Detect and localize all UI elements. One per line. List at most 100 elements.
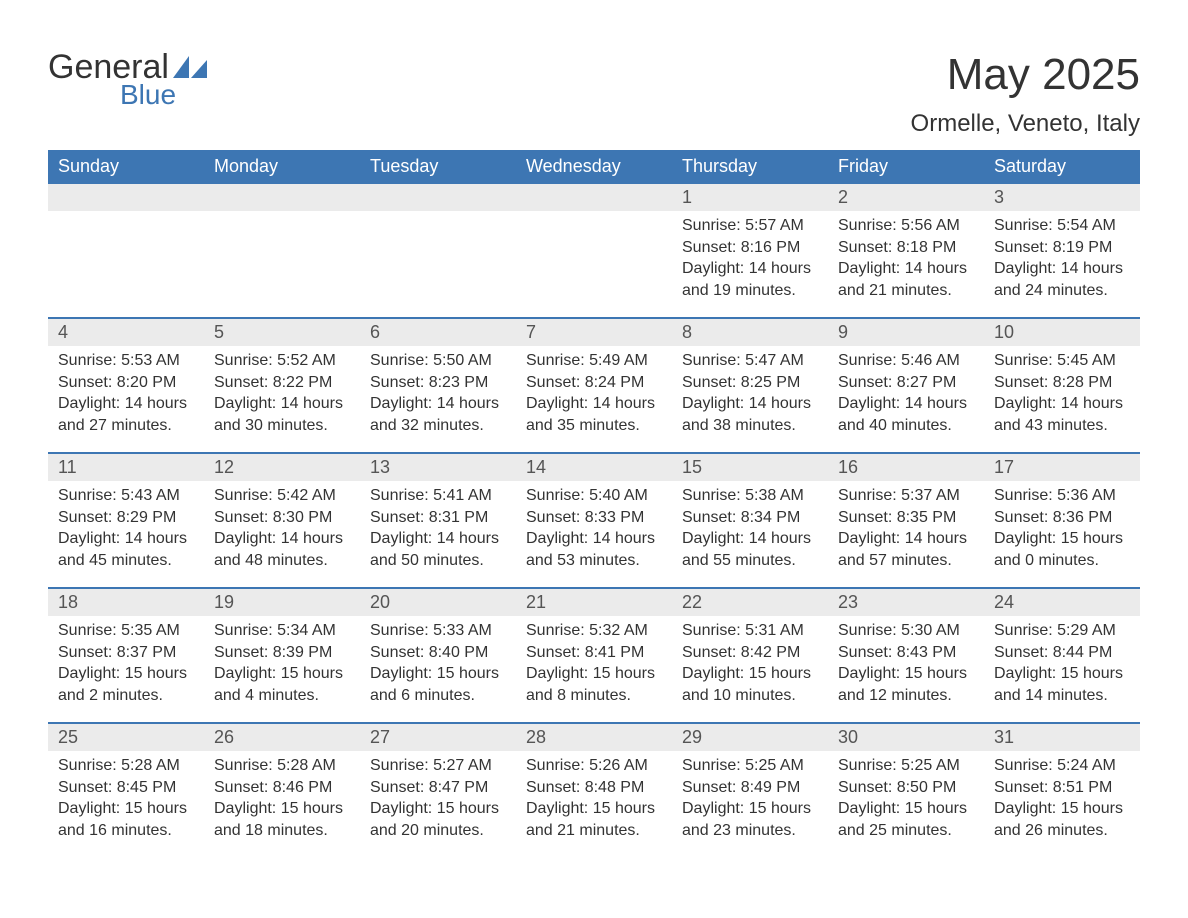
- daylight-line1: Daylight: 14 hours: [838, 528, 976, 550]
- day-number: 31: [984, 724, 1140, 751]
- sunset-text: Sunset: 8:31 PM: [370, 507, 508, 529]
- day-cell: Sunrise: 5:29 AMSunset: 8:44 PMDaylight:…: [984, 616, 1140, 722]
- day-number: [360, 184, 516, 211]
- daynum-row: 25262728293031: [48, 724, 1140, 751]
- daylight-line1: Daylight: 14 hours: [994, 393, 1132, 415]
- day-cell: [48, 211, 204, 317]
- logo-text-block: General Blue: [48, 50, 213, 111]
- daylight-line2: and 8 minutes.: [526, 685, 664, 707]
- daylight-line2: and 53 minutes.: [526, 550, 664, 572]
- week-row: 45678910Sunrise: 5:53 AMSunset: 8:20 PMD…: [48, 317, 1140, 452]
- daylight-line2: and 21 minutes.: [838, 280, 976, 302]
- sunset-text: Sunset: 8:42 PM: [682, 642, 820, 664]
- daylight-line1: Daylight: 15 hours: [838, 798, 976, 820]
- daylight-line2: and 2 minutes.: [58, 685, 196, 707]
- day-number: 18: [48, 589, 204, 616]
- daylight-line2: and 23 minutes.: [682, 820, 820, 842]
- day-number: 16: [828, 454, 984, 481]
- daylight-line2: and 0 minutes.: [994, 550, 1132, 572]
- day-cell: Sunrise: 5:31 AMSunset: 8:42 PMDaylight:…: [672, 616, 828, 722]
- sunrise-text: Sunrise: 5:43 AM: [58, 485, 196, 507]
- sunrise-text: Sunrise: 5:29 AM: [994, 620, 1132, 642]
- sunrise-text: Sunrise: 5:50 AM: [370, 350, 508, 372]
- day-number: 6: [360, 319, 516, 346]
- month-title: May 2025: [911, 50, 1140, 100]
- daylight-line1: Daylight: 14 hours: [682, 393, 820, 415]
- day-number: [204, 184, 360, 211]
- daylight-line2: and 50 minutes.: [370, 550, 508, 572]
- day-number: 28: [516, 724, 672, 751]
- sunset-text: Sunset: 8:29 PM: [58, 507, 196, 529]
- day-number: 19: [204, 589, 360, 616]
- weekday-wednesday: Wednesday: [516, 150, 672, 184]
- daylight-line2: and 14 minutes.: [994, 685, 1132, 707]
- day-cell: [204, 211, 360, 317]
- daynum-row: 123: [48, 184, 1140, 211]
- sunset-text: Sunset: 8:51 PM: [994, 777, 1132, 799]
- daylight-line2: and 40 minutes.: [838, 415, 976, 437]
- daylight-line2: and 18 minutes.: [214, 820, 352, 842]
- sunrise-text: Sunrise: 5:27 AM: [370, 755, 508, 777]
- day-number: 3: [984, 184, 1140, 211]
- daycontent-row: Sunrise: 5:43 AMSunset: 8:29 PMDaylight:…: [48, 481, 1140, 587]
- daylight-line2: and 12 minutes.: [838, 685, 976, 707]
- weekday-sunday: Sunday: [48, 150, 204, 184]
- sunrise-text: Sunrise: 5:37 AM: [838, 485, 976, 507]
- day-cell: [360, 211, 516, 317]
- sunrise-text: Sunrise: 5:28 AM: [214, 755, 352, 777]
- weekday-saturday: Saturday: [984, 150, 1140, 184]
- daylight-line1: Daylight: 15 hours: [994, 528, 1132, 550]
- sunset-text: Sunset: 8:35 PM: [838, 507, 976, 529]
- sunrise-text: Sunrise: 5:54 AM: [994, 215, 1132, 237]
- day-number: 23: [828, 589, 984, 616]
- day-cell: Sunrise: 5:36 AMSunset: 8:36 PMDaylight:…: [984, 481, 1140, 587]
- daylight-line1: Daylight: 15 hours: [58, 798, 196, 820]
- sunset-text: Sunset: 8:45 PM: [58, 777, 196, 799]
- day-number: [48, 184, 204, 211]
- daylight-line1: Daylight: 15 hours: [370, 798, 508, 820]
- daylight-line2: and 16 minutes.: [58, 820, 196, 842]
- week-row: 123Sunrise: 5:57 AMSunset: 8:16 PMDaylig…: [48, 184, 1140, 317]
- daylight-line1: Daylight: 14 hours: [526, 528, 664, 550]
- day-cell: Sunrise: 5:43 AMSunset: 8:29 PMDaylight:…: [48, 481, 204, 587]
- daylight-line1: Daylight: 14 hours: [370, 528, 508, 550]
- day-cell: Sunrise: 5:57 AMSunset: 8:16 PMDaylight:…: [672, 211, 828, 317]
- daylight-line1: Daylight: 15 hours: [370, 663, 508, 685]
- sunset-text: Sunset: 8:20 PM: [58, 372, 196, 394]
- daylight-line2: and 19 minutes.: [682, 280, 820, 302]
- day-cell: Sunrise: 5:25 AMSunset: 8:49 PMDaylight:…: [672, 751, 828, 857]
- sunrise-text: Sunrise: 5:25 AM: [682, 755, 820, 777]
- day-cell: Sunrise: 5:33 AMSunset: 8:40 PMDaylight:…: [360, 616, 516, 722]
- daylight-line1: Daylight: 14 hours: [214, 393, 352, 415]
- sunrise-text: Sunrise: 5:32 AM: [526, 620, 664, 642]
- day-number: 13: [360, 454, 516, 481]
- day-cell: [516, 211, 672, 317]
- daylight-line2: and 45 minutes.: [58, 550, 196, 572]
- sunset-text: Sunset: 8:22 PM: [214, 372, 352, 394]
- sunset-text: Sunset: 8:23 PM: [370, 372, 508, 394]
- sunrise-text: Sunrise: 5:25 AM: [838, 755, 976, 777]
- calendar: Sunday Monday Tuesday Wednesday Thursday…: [48, 150, 1140, 857]
- day-number: 24: [984, 589, 1140, 616]
- daylight-line1: Daylight: 14 hours: [214, 528, 352, 550]
- daylight-line1: Daylight: 14 hours: [370, 393, 508, 415]
- daylight-line2: and 6 minutes.: [370, 685, 508, 707]
- weekday-monday: Monday: [204, 150, 360, 184]
- daylight-line1: Daylight: 15 hours: [58, 663, 196, 685]
- sunset-text: Sunset: 8:44 PM: [994, 642, 1132, 664]
- sunrise-text: Sunrise: 5:42 AM: [214, 485, 352, 507]
- daylight-line1: Daylight: 15 hours: [994, 663, 1132, 685]
- sunrise-text: Sunrise: 5:56 AM: [838, 215, 976, 237]
- sunset-text: Sunset: 8:34 PM: [682, 507, 820, 529]
- daynum-row: 18192021222324: [48, 589, 1140, 616]
- daylight-line1: Daylight: 15 hours: [526, 798, 664, 820]
- day-number: 2: [828, 184, 984, 211]
- daylight-line2: and 48 minutes.: [214, 550, 352, 572]
- daylight-line1: Daylight: 14 hours: [58, 393, 196, 415]
- day-number: 17: [984, 454, 1140, 481]
- daylight-line1: Daylight: 14 hours: [58, 528, 196, 550]
- sunrise-text: Sunrise: 5:26 AM: [526, 755, 664, 777]
- daycontent-row: Sunrise: 5:57 AMSunset: 8:16 PMDaylight:…: [48, 211, 1140, 317]
- sunrise-text: Sunrise: 5:28 AM: [58, 755, 196, 777]
- sunrise-text: Sunrise: 5:38 AM: [682, 485, 820, 507]
